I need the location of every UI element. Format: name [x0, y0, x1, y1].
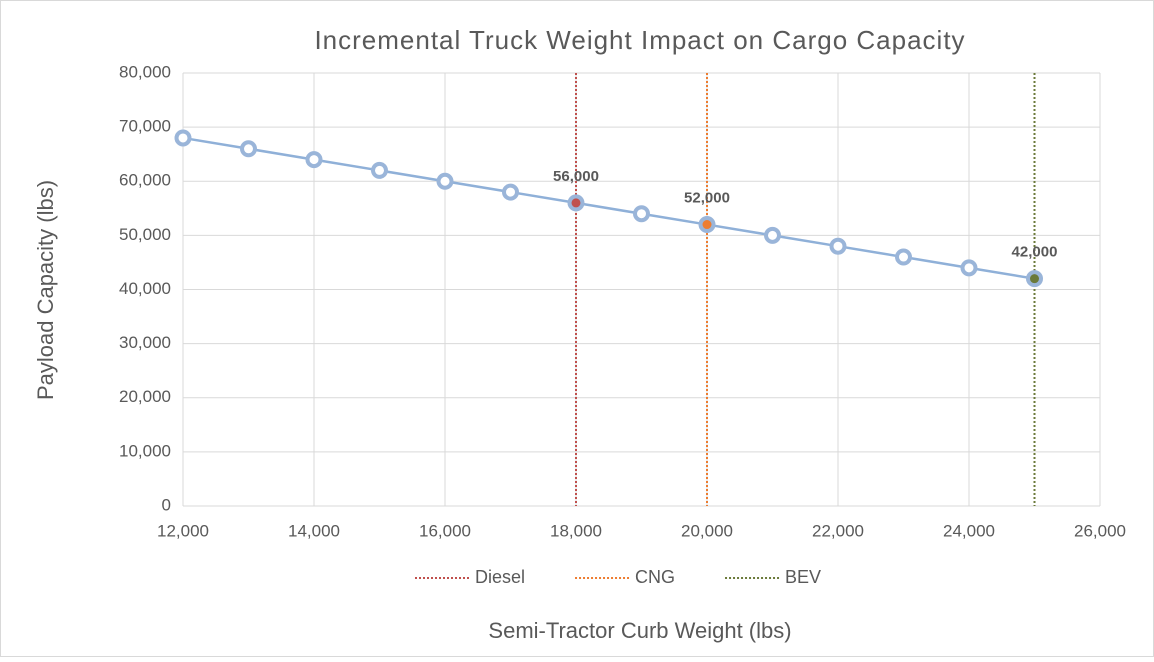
data-point	[502, 183, 519, 201]
x-tick-label: 18,000	[550, 521, 602, 540]
data-point	[567, 194, 585, 212]
legend-label: BEV	[785, 567, 821, 587]
data-point	[371, 161, 388, 179]
data-point	[960, 259, 978, 277]
y-tick-label: 50,000	[119, 225, 171, 244]
series-line	[182, 136, 1035, 280]
data-label: 52,000	[684, 190, 730, 207]
data-point	[240, 140, 257, 158]
data-point	[633, 205, 650, 223]
data-point	[1026, 270, 1043, 288]
y-axis-label: Payload Capacity (lbs)	[33, 180, 58, 400]
y-tick-label: 20,000	[119, 387, 171, 406]
chart-title: Incremental Truck Weight Impact on Cargo…	[314, 25, 965, 55]
y-tick-label: 30,000	[119, 333, 171, 352]
legend-label: CNG	[635, 567, 675, 587]
x-tick-label: 26,000	[1074, 521, 1126, 540]
y-tick-label: 0	[162, 495, 171, 514]
y-tick-label: 40,000	[119, 279, 171, 298]
x-tick-label: 24,000	[943, 521, 995, 540]
x-tick-label: 14,000	[288, 521, 340, 540]
y-tick-label: 80,000	[119, 62, 171, 81]
y-tick-label: 70,000	[119, 117, 171, 136]
data-point	[305, 151, 323, 169]
data-point	[895, 248, 912, 266]
data-point	[829, 237, 847, 255]
data-point	[698, 216, 716, 234]
data-point	[174, 129, 192, 147]
x-axis-label: Semi-Tractor Curb Weight (lbs)	[488, 618, 791, 643]
y-tick-label: 60,000	[119, 171, 171, 190]
legend-label: Diesel	[475, 567, 525, 587]
x-tick-label: 12,000	[157, 521, 209, 540]
x-tick-label: 20,000	[681, 521, 733, 540]
y-tick-label: 10,000	[119, 441, 171, 460]
x-tick-label: 22,000	[812, 521, 864, 540]
data-point	[436, 172, 454, 190]
data-label: 56,000	[553, 168, 599, 185]
data-point	[764, 226, 781, 244]
data-label: 42,000	[1012, 244, 1058, 261]
x-tick-label: 16,000	[419, 521, 471, 540]
